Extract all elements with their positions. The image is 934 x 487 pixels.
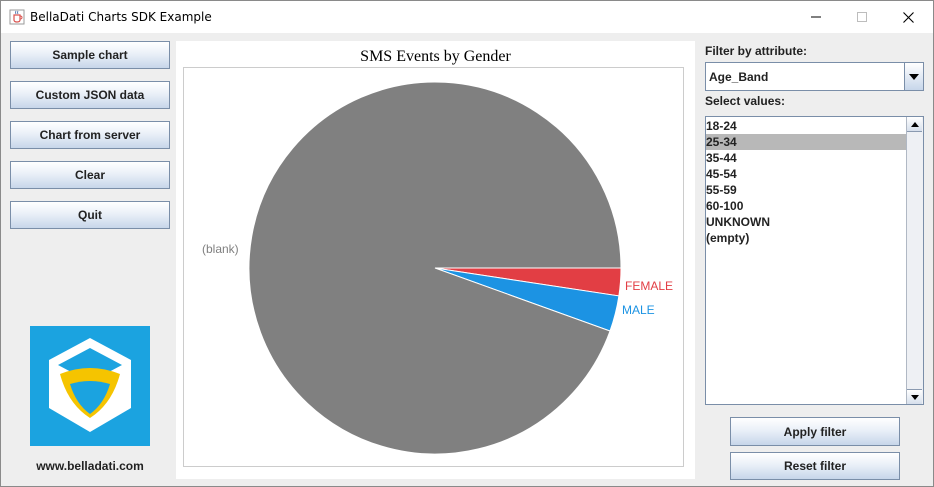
title-bar[interactable]: BellaDati Charts SDK Example bbox=[1, 1, 933, 33]
apply-filter-button[interactable]: Apply filter bbox=[730, 417, 900, 446]
java-coffee-cup-icon bbox=[9, 9, 25, 25]
minimize-button[interactable] bbox=[793, 1, 839, 33]
list-item[interactable]: 60-100 bbox=[706, 199, 744, 213]
maximize-button[interactable] bbox=[839, 1, 885, 33]
arrow-down-icon bbox=[910, 394, 919, 400]
list-item[interactable]: 18-24 bbox=[706, 119, 737, 133]
scroll-down-button[interactable] bbox=[907, 389, 922, 404]
clear-button[interactable]: Clear bbox=[10, 161, 170, 189]
chart-title: SMS Events by Gender bbox=[360, 48, 511, 65]
sample-chart-button[interactable]: Sample chart bbox=[10, 41, 170, 69]
pie-label-female: FEMALE bbox=[625, 279, 673, 293]
list-item[interactable]: UNKNOWN bbox=[706, 215, 770, 229]
values-list: 18-24 25-34 35-44 45-54 55-59 60-100 UNKNOWN (e… bbox=[706, 118, 908, 246]
dropdown-arrow-button[interactable] bbox=[904, 63, 923, 90]
close-icon bbox=[902, 11, 914, 23]
chart-from-server-button[interactable]: Chart from server bbox=[10, 121, 170, 149]
attribute-dropdown-value: Age_Band bbox=[709, 70, 769, 84]
attribute-dropdown[interactable]: Age_Band bbox=[705, 62, 924, 91]
scroll-up-button[interactable] bbox=[907, 117, 922, 132]
pie-slice-blank bbox=[248, 81, 622, 455]
chevron-down-icon bbox=[909, 73, 919, 80]
pie-label-blank: (blank) bbox=[202, 242, 239, 256]
arrow-up-icon bbox=[910, 121, 919, 127]
custom-json-data-button[interactable]: Custom JSON data bbox=[10, 81, 170, 109]
belladati-url[interactable]: www.belladati.com bbox=[36, 459, 144, 473]
belladati-cube-logo bbox=[30, 326, 150, 446]
pie-chart: (blank) FEMALE MALE bbox=[202, 81, 673, 455]
reset-filter-button[interactable]: Reset filter bbox=[730, 452, 900, 480]
maximize-icon bbox=[857, 12, 867, 22]
chart-panel: SMS Events by Gender (blank) FEMALE MALE bbox=[176, 41, 695, 479]
list-item[interactable]: 45-54 bbox=[706, 167, 737, 181]
filter-attribute-label: Filter by attribute: bbox=[705, 44, 808, 58]
list-item[interactable]: 25-34 bbox=[706, 134, 908, 150]
list-item[interactable]: 55-59 bbox=[706, 183, 737, 197]
minimize-icon bbox=[811, 16, 821, 18]
pie-label-male: MALE bbox=[622, 303, 655, 317]
values-listbox[interactable]: 18-24 25-34 35-44 45-54 55-59 60-100 UNKNOWN (e… bbox=[705, 116, 924, 405]
list-item[interactable]: (empty) bbox=[706, 231, 750, 245]
chart-plot-area bbox=[183, 67, 684, 467]
scroll-track[interactable] bbox=[907, 132, 922, 389]
window-title: BellaDati Charts SDK Example bbox=[30, 10, 212, 24]
list-item[interactable]: 35-44 bbox=[706, 151, 737, 165]
select-values-label: Select values: bbox=[705, 94, 786, 108]
quit-button[interactable]: Quit bbox=[10, 201, 170, 229]
list-scrollbar[interactable] bbox=[906, 117, 923, 404]
close-button[interactable] bbox=[885, 1, 931, 33]
content-area: Sample chart Custom JSON data Chart from… bbox=[1, 33, 933, 486]
